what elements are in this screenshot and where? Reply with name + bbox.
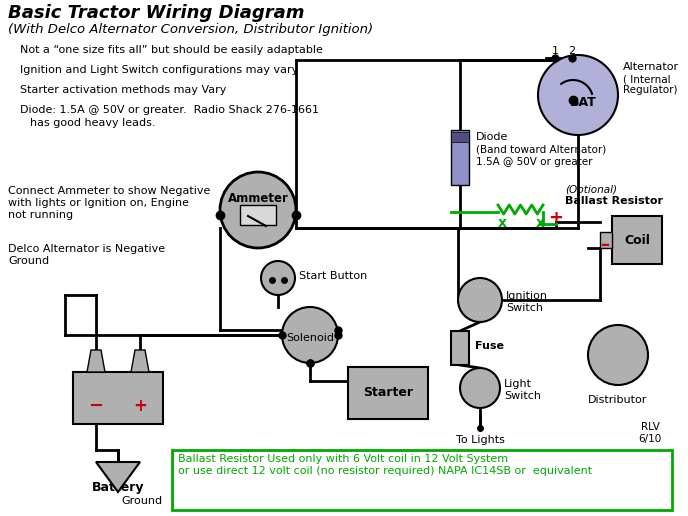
Text: Fuse: Fuse [475, 341, 504, 351]
Text: Starter activation methods may Vary: Starter activation methods may Vary [20, 85, 226, 95]
Polygon shape [87, 350, 105, 372]
Bar [451, 130, 469, 185]
Text: –: – [601, 236, 610, 254]
Text: BAT: BAT [570, 96, 596, 109]
Text: Ground: Ground [121, 496, 162, 506]
Text: RLV
6/10: RLV 6/10 [638, 422, 662, 444]
Text: Light: Light [504, 379, 532, 389]
Text: Battery: Battery [92, 481, 144, 494]
Text: Delco Alternator is Negative: Delco Alternator is Negative [8, 244, 165, 254]
Bar [73, 372, 163, 424]
Text: Diode: 1.5A @ 50V or greater.  Radio Shack 276-1661: Diode: 1.5A @ 50V or greater. Radio Shac… [20, 105, 319, 115]
Circle shape [588, 325, 648, 385]
Text: ( Internal: ( Internal [623, 74, 671, 84]
Text: Basic Tractor Wiring Diagram: Basic Tractor Wiring Diagram [8, 4, 305, 22]
Text: (Band toward Alternator): (Band toward Alternator) [476, 144, 606, 154]
Circle shape [220, 172, 296, 248]
Text: (Optional): (Optional) [565, 185, 617, 195]
Text: 1: 1 [552, 46, 559, 56]
Text: Ignition and Light Switch configurations may vary: Ignition and Light Switch configurations… [20, 65, 299, 75]
Circle shape [282, 307, 338, 363]
Text: Not a “one size fits all” but should be easily adaptable: Not a “one size fits all” but should be … [20, 45, 323, 55]
Text: with lights or Ignition on, Engine: with lights or Ignition on, Engine [8, 198, 189, 208]
Text: Alternator: Alternator [623, 62, 679, 72]
Polygon shape [600, 232, 612, 248]
Text: Solenoid: Solenoid [286, 333, 334, 343]
Text: Ballast Resistor: Ballast Resistor [565, 196, 663, 206]
Text: +: + [548, 209, 563, 227]
Text: Distributor: Distributor [588, 395, 647, 405]
Text: not running: not running [8, 210, 73, 220]
Circle shape [458, 278, 502, 322]
Text: Ground: Ground [8, 256, 49, 266]
Text: 1.5A @ 50V or greater: 1.5A @ 50V or greater [476, 157, 592, 167]
Circle shape [460, 368, 500, 408]
Text: x: x [497, 216, 506, 230]
Bar [451, 331, 469, 365]
Text: +: + [133, 397, 147, 415]
Text: has good heavy leads.: has good heavy leads. [30, 118, 155, 128]
Text: x: x [535, 216, 544, 230]
Text: Start Button: Start Button [299, 271, 367, 281]
Text: Ignition: Ignition [506, 291, 548, 301]
Polygon shape [131, 350, 149, 372]
Text: Switch: Switch [506, 303, 543, 313]
Text: To Lights: To Lights [455, 435, 504, 445]
Text: 2: 2 [568, 46, 576, 56]
Text: −: − [89, 397, 104, 415]
Text: Starter: Starter [363, 386, 413, 399]
Bar [172, 450, 672, 510]
Text: Switch: Switch [504, 391, 541, 401]
Circle shape [261, 261, 295, 295]
Text: Regulator): Regulator) [623, 85, 678, 95]
Text: Coil: Coil [624, 234, 650, 247]
Text: Connect Ammeter to show Negative: Connect Ammeter to show Negative [8, 186, 211, 196]
Bar [240, 205, 276, 225]
Bar [612, 216, 662, 264]
Text: Ammeter: Ammeter [228, 191, 288, 204]
Text: (With Delco Alternator Conversion, Distributor Ignition): (With Delco Alternator Conversion, Distr… [8, 23, 373, 36]
Bar [348, 367, 428, 419]
Text: Ballast Resistor Used only with 6 Volt coil in 12 Volt System
or use direct 12 v: Ballast Resistor Used only with 6 Volt c… [178, 454, 592, 476]
Bar [451, 132, 469, 142]
Text: Diode: Diode [476, 132, 508, 142]
Polygon shape [96, 462, 140, 492]
Circle shape [538, 55, 618, 135]
